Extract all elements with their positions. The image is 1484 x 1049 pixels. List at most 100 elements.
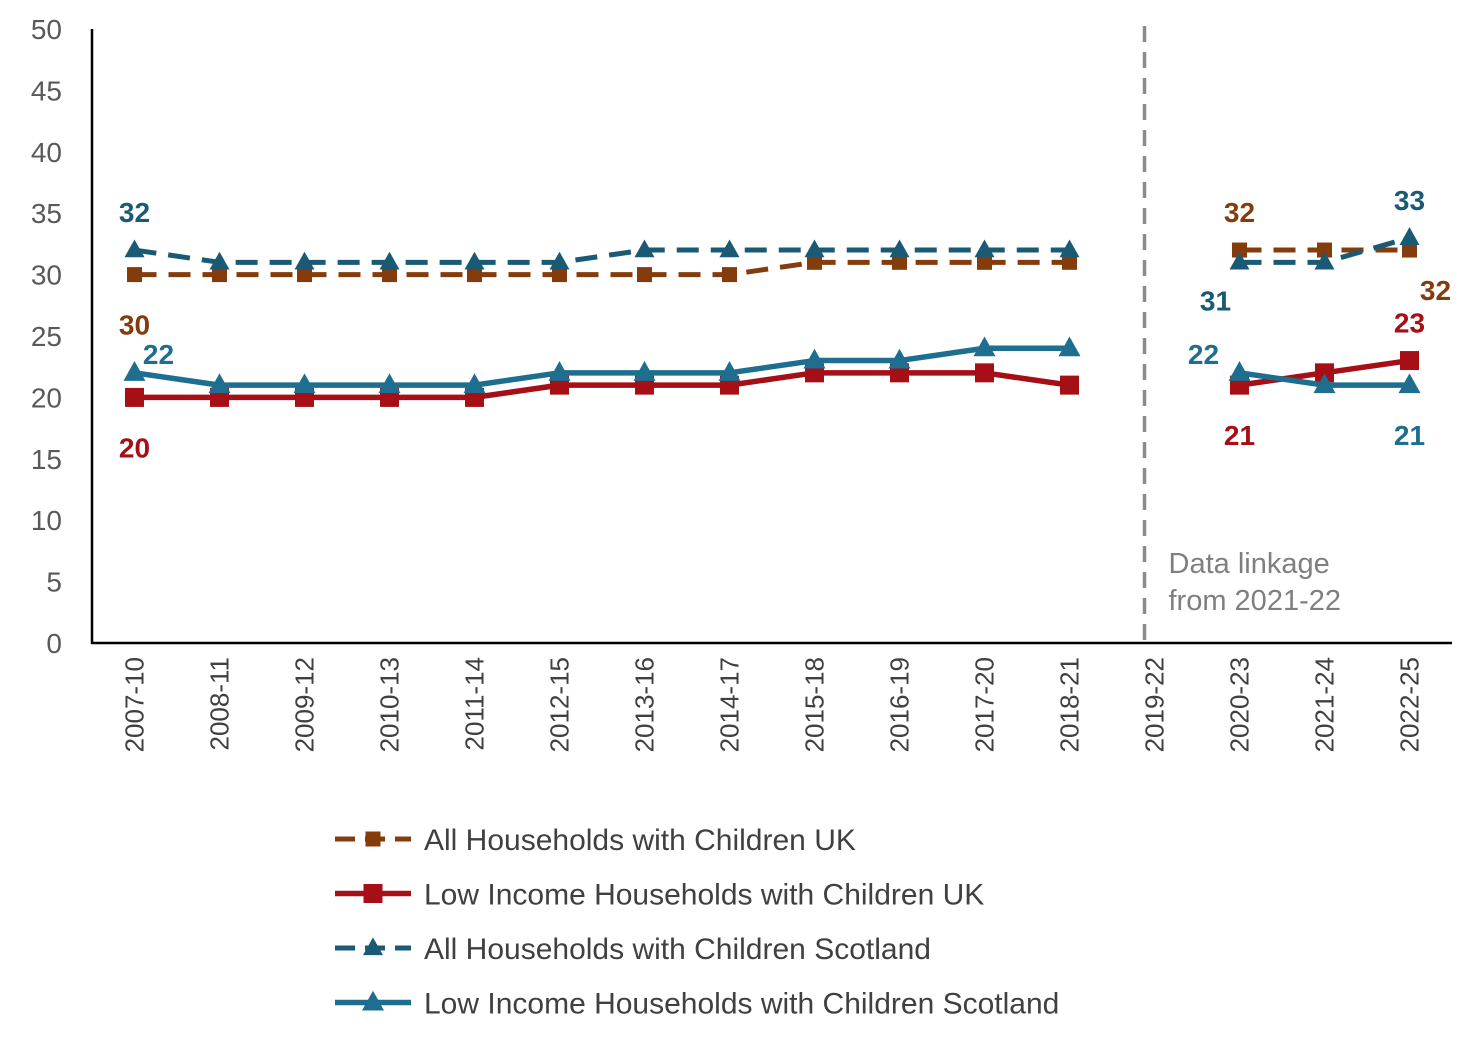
marker-triangle [804,239,825,258]
y-tick-label: 30 [31,260,62,291]
x-tick-label: 2019-22 [1140,657,1170,752]
marker-triangle [974,239,995,258]
marker-square [977,254,992,270]
marker-triangle [1059,239,1080,258]
data-label: 32 [119,197,150,228]
marker-triangle [294,251,315,270]
marker-triangle [378,373,401,394]
series-line [134,247,1070,265]
legend: All Households with Children UK Low Incom… [335,824,1059,1021]
marker-square [125,387,144,407]
marker-triangle [1314,251,1335,270]
marker-square [127,267,142,283]
marker-square [1402,242,1417,258]
series-line [134,370,1070,401]
marker-triangle [1058,336,1081,357]
marker-square [1232,242,1247,258]
marker-square [1400,351,1419,371]
legend-label: Low Income Households with Children UK [424,879,984,912]
x-tick-label: 2018-21 [1055,657,1085,752]
marker-triangle [363,937,383,956]
x-tick-label: 2013-16 [630,657,660,752]
data-label: 30 [119,310,150,341]
marker-triangle [1229,251,1250,270]
x-tick-label: 2017-20 [970,657,1000,752]
x-axis-ticks: 2007-10 2008-11 2009-12 2010-13 2011-14 2012-… [120,657,1425,752]
data-label: 23 [1394,308,1425,339]
y-tick-label: 45 [31,75,62,106]
marker-square [212,267,227,283]
y-tick-label: 0 [46,628,62,659]
marker-square [1317,242,1332,258]
marker-square [637,267,652,283]
data-label: 31 [1200,285,1231,316]
data-label: 21 [1224,420,1255,451]
x-tick-label: 2014-17 [715,657,745,752]
marker-triangle [718,361,741,381]
series-all-households-with-children-uk [127,242,1417,283]
legend-label: All Households with Children Scotland [424,933,931,966]
legend-item-all-households-with-children-uk: All Households with Children UK [335,824,856,857]
annotation-text: Data linkage [1169,548,1330,580]
x-tick-label: 2016-19 [885,657,915,752]
data-label: 32 [1420,275,1451,306]
marker-square [1060,375,1079,395]
series-line [134,345,1070,388]
series-all-households-with-children-scotland [124,227,1420,270]
legend-label: Low Income Households with Children Scot… [424,988,1059,1021]
marker-triangle [379,251,400,270]
marker-triangle [124,239,145,258]
marker-square [807,254,822,270]
x-tick-label: 2007-10 [120,657,150,752]
marker-square [975,363,994,383]
y-axis-ticks: 0 5 10 15 20 25 30 35 40 45 50 [31,14,62,659]
axes [90,29,1452,645]
series-line [134,259,1070,278]
marker-square [363,884,383,903]
series-low-income-households-with-children-uk [125,351,1419,407]
marker-square [1062,254,1077,270]
x-tick-label: 2008-11 [205,657,235,751]
marker-triangle [209,251,230,270]
legend-item-all-households-with-children-scotland: All Households with Children Scotland [335,933,931,966]
marker-square [722,267,737,283]
marker-square [297,267,312,283]
legend-label: All Households with Children UK [424,824,856,857]
marker-square [365,831,381,847]
x-tick-label: 2021-24 [1310,657,1340,752]
y-tick-label: 15 [31,444,62,475]
marker-triangle [889,239,910,258]
marker-triangle [1313,373,1336,394]
x-tick-label: 2022-25 [1395,657,1425,752]
marker-triangle [362,990,384,1011]
y-tick-label: 20 [31,382,62,413]
data-label: 32 [1224,197,1255,228]
y-tick-label: 35 [31,198,62,229]
marker-triangle [634,239,655,258]
y-tick-label: 25 [31,321,62,352]
marker-triangle [549,251,570,270]
data-label: 21 [1394,420,1425,451]
marker-square [552,267,567,283]
x-tick-label: 2015-18 [800,657,830,752]
y-tick-label: 50 [31,14,62,45]
x-tick-label: 2011-14 [460,657,490,751]
y-tick-label: 40 [31,137,62,168]
marker-triangle [888,348,911,369]
marker-triangle [464,251,485,270]
marker-triangle [548,361,571,381]
data-label: 22 [143,339,174,370]
data-linkage-annotation: Data linkage from 2021-22 [1142,26,1341,643]
marker-square [467,267,482,283]
y-tick-label: 5 [46,567,62,598]
x-tick-label: 2012-15 [545,657,575,752]
x-tick-label: 2010-13 [375,657,405,752]
marker-square [892,254,907,270]
marker-square [1315,363,1334,383]
series-group [123,227,1421,407]
x-tick-label: 2020-23 [1225,657,1255,752]
marker-triangle [123,361,146,381]
series-low-income-households-with-children-scotland [123,336,1421,394]
